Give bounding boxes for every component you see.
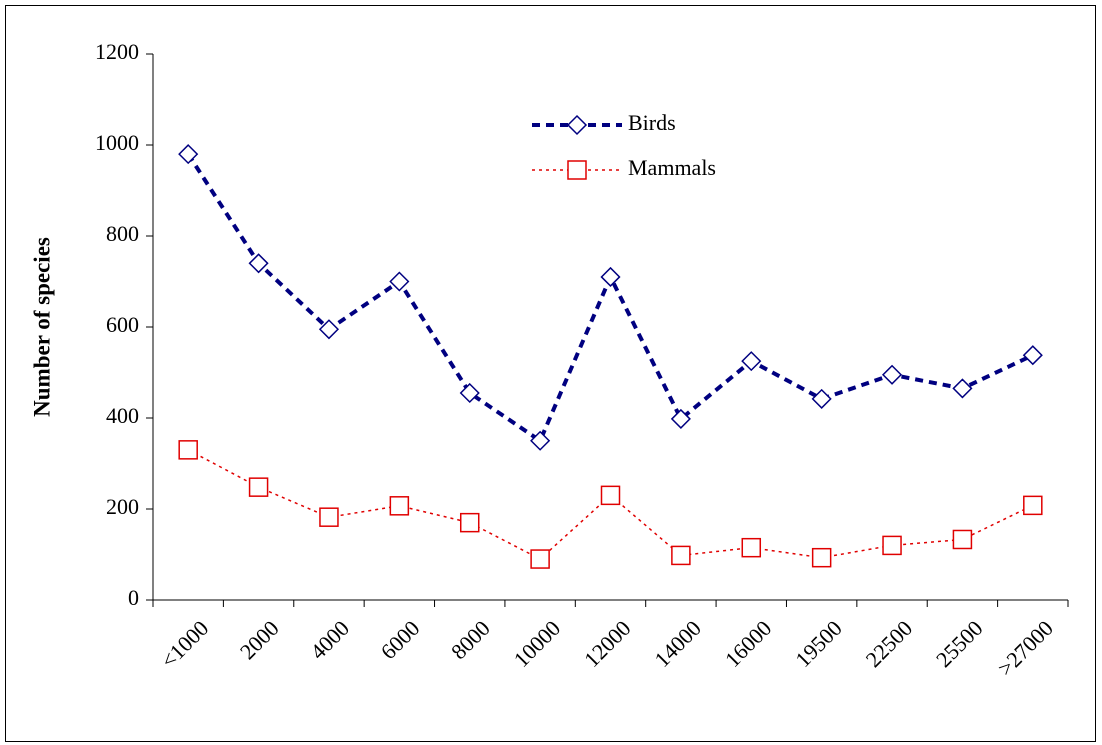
legend-label: Mammals xyxy=(628,155,716,180)
legend-label: Birds xyxy=(628,110,676,135)
marker xyxy=(811,547,832,568)
marker xyxy=(741,351,762,372)
marker xyxy=(952,529,973,550)
x-tick-label: 22500 xyxy=(861,615,918,672)
x-tick-label: 6000 xyxy=(376,615,425,664)
y-tick-label: 400 xyxy=(106,403,139,428)
marker xyxy=(248,253,269,274)
marker xyxy=(671,545,691,566)
marker xyxy=(741,537,762,558)
y-tick-label: 1000 xyxy=(95,130,139,155)
marker xyxy=(670,408,691,429)
marker xyxy=(600,266,621,288)
marker xyxy=(319,507,339,527)
marker xyxy=(178,440,198,460)
marker xyxy=(389,496,410,516)
y-axis-title: Number of species xyxy=(29,237,54,417)
y-tick-label: 200 xyxy=(106,494,139,519)
y-tick-label: 800 xyxy=(106,221,139,246)
y-tick-label: 1200 xyxy=(95,39,139,64)
marker xyxy=(1022,345,1043,366)
marker xyxy=(459,512,480,533)
x-tick-label: 16000 xyxy=(720,615,777,672)
marker xyxy=(459,382,480,404)
series-line xyxy=(186,153,1034,444)
marker xyxy=(318,319,340,340)
x-tick-label: >27000 xyxy=(993,615,1058,680)
x-tick-label: 2000 xyxy=(235,615,284,664)
x-tick-label: 8000 xyxy=(446,615,495,664)
marker xyxy=(566,114,588,136)
chart-border xyxy=(5,5,1096,742)
x-tick-label: 25500 xyxy=(931,615,988,672)
marker xyxy=(389,271,410,292)
y-tick-label: 600 xyxy=(106,312,139,337)
marker xyxy=(567,160,587,180)
x-tick-label: <1000 xyxy=(156,615,214,673)
x-tick-label: 12000 xyxy=(579,615,636,672)
marker xyxy=(1023,495,1043,516)
marker xyxy=(248,477,269,497)
x-tick-label: 19500 xyxy=(790,615,847,672)
x-tick-label: 10000 xyxy=(509,615,566,672)
marker xyxy=(600,485,621,506)
marker xyxy=(952,378,973,399)
marker xyxy=(882,535,902,556)
y-tick-label: 0 xyxy=(128,585,139,610)
marker xyxy=(881,364,903,385)
marker xyxy=(530,430,551,451)
marker xyxy=(530,549,550,569)
x-tick-label: 14000 xyxy=(649,615,706,672)
marker xyxy=(178,144,199,165)
marker xyxy=(811,388,832,409)
x-tick-label: 4000 xyxy=(305,615,354,664)
